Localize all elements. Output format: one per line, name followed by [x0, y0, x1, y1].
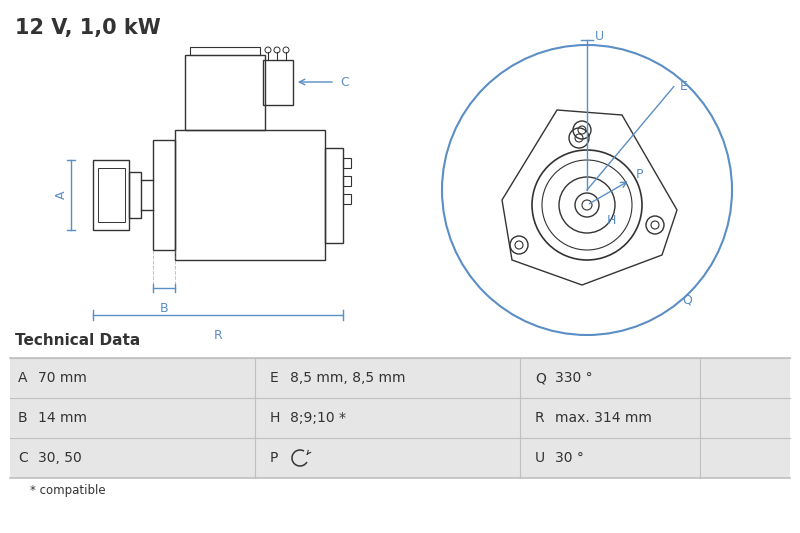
Bar [93, 160, 129, 230]
Bar [175, 130, 325, 260]
Text: R: R [535, 411, 545, 425]
Text: E: E [680, 80, 688, 93]
Text: 8,5 mm, 8,5 mm: 8,5 mm, 8,5 mm [290, 371, 406, 385]
Text: Q: Q [535, 371, 546, 385]
Text: P: P [270, 451, 278, 465]
Bar [343, 193, 351, 204]
Text: C: C [18, 451, 28, 465]
Bar [263, 60, 293, 105]
Bar [10, 398, 790, 438]
Text: Technical Data: Technical Data [15, 333, 140, 348]
Bar [10, 358, 790, 398]
Bar [343, 157, 351, 167]
Text: R: R [214, 329, 222, 342]
Text: Q: Q [682, 294, 692, 306]
Text: C: C [340, 76, 349, 88]
Text: 70 mm: 70 mm [38, 371, 87, 385]
Bar [190, 47, 260, 55]
Text: A: A [18, 371, 27, 385]
Text: B: B [18, 411, 28, 425]
Bar [185, 55, 265, 130]
Text: A: A [54, 191, 67, 199]
Text: H: H [607, 214, 616, 227]
Text: 30, 50: 30, 50 [38, 451, 82, 465]
Bar [10, 438, 790, 478]
Text: 30 °: 30 ° [555, 451, 584, 465]
Text: E: E [270, 371, 278, 385]
Text: * compatible: * compatible [30, 484, 106, 497]
Bar [325, 148, 343, 243]
Text: 12 V, 1,0 kW: 12 V, 1,0 kW [15, 18, 161, 38]
Text: 14 mm: 14 mm [38, 411, 87, 425]
Text: H: H [270, 411, 280, 425]
Text: B: B [160, 302, 168, 315]
Bar [98, 168, 125, 222]
Text: 330 °: 330 ° [555, 371, 593, 385]
Text: max. 314 mm: max. 314 mm [555, 411, 652, 425]
Text: U: U [595, 30, 604, 44]
Bar [153, 140, 175, 250]
Bar [343, 175, 351, 185]
Text: 8;9;10 *: 8;9;10 * [290, 411, 346, 425]
Text: U: U [535, 451, 545, 465]
Bar [129, 172, 141, 218]
Text: P: P [635, 168, 643, 182]
